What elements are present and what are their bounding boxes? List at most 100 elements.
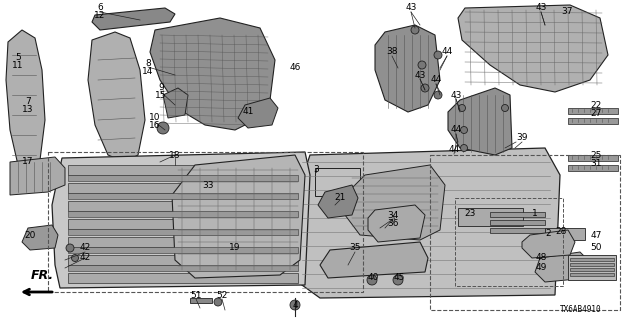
- Circle shape: [502, 105, 509, 111]
- Text: 42: 42: [79, 253, 91, 262]
- Bar: [490, 220, 545, 225]
- Bar: [490, 228, 545, 233]
- Bar: [545, 228, 585, 240]
- Text: 33: 33: [202, 180, 214, 189]
- Bar: [68, 193, 298, 199]
- Text: 43: 43: [414, 70, 426, 79]
- Text: 39: 39: [516, 133, 528, 142]
- Text: 12: 12: [94, 12, 106, 20]
- Polygon shape: [88, 32, 145, 162]
- Circle shape: [411, 26, 419, 34]
- Circle shape: [290, 300, 300, 310]
- Circle shape: [434, 51, 442, 59]
- Polygon shape: [52, 152, 310, 288]
- Bar: [570, 263, 614, 266]
- Text: 37: 37: [561, 7, 573, 17]
- Text: 4: 4: [292, 300, 298, 309]
- Circle shape: [421, 84, 429, 92]
- Bar: [458, 208, 523, 226]
- Text: 43: 43: [405, 4, 417, 12]
- Text: 23: 23: [464, 209, 476, 218]
- Text: 38: 38: [387, 47, 397, 57]
- Polygon shape: [92, 8, 175, 30]
- Polygon shape: [375, 25, 440, 112]
- Bar: [570, 258, 614, 261]
- Circle shape: [461, 145, 467, 151]
- Bar: [68, 183, 298, 193]
- Text: 51: 51: [190, 291, 202, 300]
- Polygon shape: [22, 225, 58, 250]
- Text: 27: 27: [590, 109, 602, 118]
- Text: 10: 10: [149, 114, 161, 123]
- Bar: [68, 219, 298, 229]
- Circle shape: [418, 61, 426, 69]
- Polygon shape: [238, 98, 278, 128]
- Polygon shape: [6, 30, 45, 175]
- Bar: [48, 152, 363, 292]
- Bar: [568, 155, 618, 161]
- Bar: [68, 273, 298, 283]
- Text: 17: 17: [22, 157, 34, 166]
- Text: 6: 6: [97, 4, 103, 12]
- Circle shape: [434, 91, 442, 99]
- Bar: [68, 165, 298, 175]
- Text: 1: 1: [532, 209, 538, 218]
- Polygon shape: [10, 157, 65, 195]
- Bar: [568, 108, 618, 114]
- Polygon shape: [150, 18, 275, 130]
- Text: 15: 15: [156, 92, 167, 100]
- Circle shape: [66, 244, 74, 252]
- Bar: [68, 201, 298, 211]
- Bar: [68, 211, 298, 217]
- Text: 47: 47: [590, 230, 602, 239]
- Text: 44: 44: [449, 146, 460, 155]
- Bar: [568, 118, 618, 124]
- Bar: [430, 155, 620, 310]
- Polygon shape: [320, 242, 428, 278]
- Circle shape: [157, 122, 169, 134]
- Polygon shape: [535, 252, 590, 282]
- Polygon shape: [318, 185, 358, 218]
- Text: 35: 35: [349, 244, 361, 252]
- Text: 2: 2: [545, 228, 551, 237]
- Polygon shape: [172, 155, 305, 278]
- Text: 43: 43: [451, 91, 461, 100]
- Text: 43: 43: [535, 4, 547, 12]
- Text: 40: 40: [367, 274, 379, 283]
- Text: 49: 49: [535, 263, 547, 273]
- Polygon shape: [522, 230, 575, 258]
- Bar: [455, 198, 563, 286]
- Text: 34: 34: [387, 211, 399, 220]
- Polygon shape: [163, 88, 188, 118]
- Polygon shape: [345, 165, 445, 240]
- Text: 48: 48: [535, 253, 547, 262]
- Text: 31: 31: [590, 158, 602, 167]
- Text: 18: 18: [169, 150, 180, 159]
- Bar: [570, 268, 614, 271]
- Polygon shape: [368, 205, 425, 242]
- Text: 42: 42: [79, 244, 91, 252]
- Bar: [490, 212, 545, 217]
- Text: 21: 21: [334, 194, 346, 203]
- Text: 45: 45: [394, 274, 404, 283]
- Text: 44: 44: [430, 76, 442, 84]
- Text: 25: 25: [590, 150, 602, 159]
- Bar: [568, 165, 618, 171]
- Circle shape: [72, 254, 79, 261]
- Bar: [568, 255, 616, 280]
- Polygon shape: [458, 5, 608, 92]
- Text: 44: 44: [442, 47, 452, 57]
- Bar: [570, 273, 614, 276]
- Text: 7: 7: [25, 98, 31, 107]
- Text: 52: 52: [216, 291, 228, 300]
- Circle shape: [458, 105, 465, 111]
- Polygon shape: [295, 148, 560, 298]
- Text: 44: 44: [451, 125, 461, 134]
- Text: 13: 13: [22, 106, 34, 115]
- Text: FR.: FR.: [31, 269, 54, 282]
- Bar: [190, 298, 212, 303]
- Polygon shape: [448, 88, 512, 155]
- Text: 22: 22: [590, 101, 602, 110]
- Text: 8: 8: [145, 59, 151, 68]
- Circle shape: [367, 275, 377, 285]
